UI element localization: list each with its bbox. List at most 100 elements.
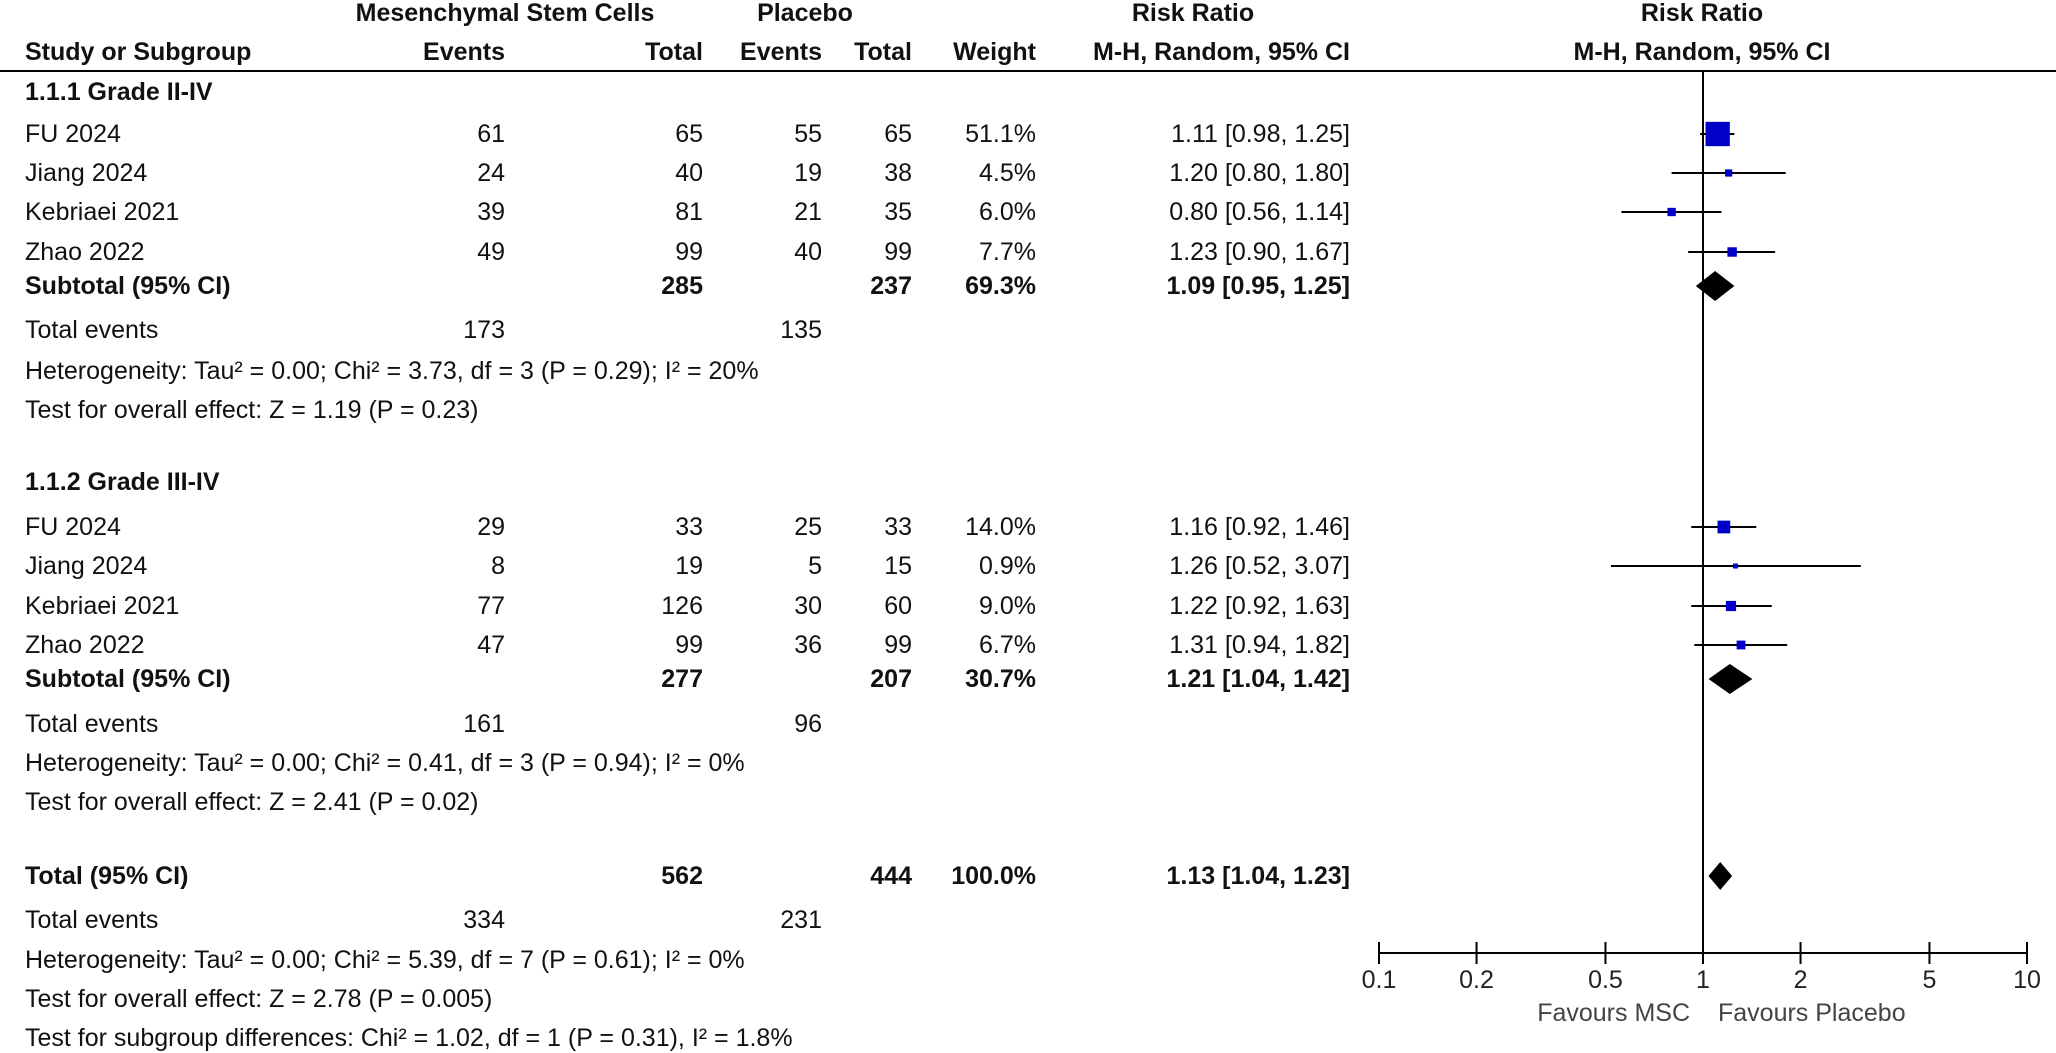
cell-ci_text: 1.20 [0.80, 1.80] <box>1169 159 1350 187</box>
cell-ci_text: 1.16 [0.92, 1.46] <box>1169 513 1350 541</box>
favours-left-label: Favours MSC <box>1537 999 1690 1027</box>
cell-n2: 444 <box>870 862 912 890</box>
header-rr-title: Risk Ratio <box>1131 0 1255 27</box>
cell-n2: 15 <box>884 552 912 580</box>
total-events-label: Total events <box>25 710 159 738</box>
cell-n1: 277 <box>661 665 703 693</box>
cell-e2: 30 <box>794 592 822 620</box>
cell-e1: 61 <box>477 120 505 148</box>
cell-ci_text: 1.22 [0.92, 1.63] <box>1169 592 1350 620</box>
cell-n1: 99 <box>675 238 703 266</box>
header-events1: Events <box>423 38 505 66</box>
heterogeneity-text: Heterogeneity: Tau² = 0.00; Chi² = 0.41,… <box>25 749 745 777</box>
cell-e2: 36 <box>794 631 822 659</box>
header-study: Study or Subgroup <box>25 38 252 66</box>
cell-ci_text: 1.31 [0.94, 1.82] <box>1169 631 1350 659</box>
x-tick-label: 5 <box>1922 966 1937 994</box>
cell-ci_text: 0.80 [0.56, 1.14] <box>1169 198 1350 226</box>
cell-e1: 161 <box>463 710 505 738</box>
cell-ci_text: 1.23 [0.90, 1.67] <box>1169 238 1350 266</box>
cell-ci_text: 1.13 [1.04, 1.23] <box>1166 862 1350 890</box>
x-tick-label: 2 <box>1793 966 1808 994</box>
cell-weight: 100.0% <box>951 862 1036 890</box>
study-name: FU 2024 <box>25 513 121 541</box>
subtotal-diamond <box>1695 271 1735 301</box>
cell-n2: 237 <box>870 272 912 300</box>
header-group2: Placebo <box>757 0 853 27</box>
header-plot-method: M-H, Random, 95% CI <box>1573 38 1831 66</box>
cell-e1: 29 <box>477 513 505 541</box>
cell-weight: 4.5% <box>979 159 1036 187</box>
study-marker <box>1717 520 1731 534</box>
heterogeneity-text: Heterogeneity: Tau² = 0.00; Chi² = 3.73,… <box>25 357 759 385</box>
cell-n2: 38 <box>884 159 912 187</box>
study-marker <box>1705 121 1730 147</box>
total-events-label: Total events <box>25 316 159 344</box>
cell-n1: 99 <box>675 631 703 659</box>
cell-n1: 40 <box>675 159 703 187</box>
cell-e1: 39 <box>477 198 505 226</box>
cell-e1: 24 <box>477 159 505 187</box>
cell-e2: 231 <box>780 906 822 934</box>
cell-n1: 65 <box>675 120 703 148</box>
study-marker <box>1725 600 1737 612</box>
subtotal-diamond <box>1708 664 1753 694</box>
cell-weight: 0.9% <box>979 552 1036 580</box>
cell-e2: 96 <box>794 710 822 738</box>
cell-weight: 9.0% <box>979 592 1036 620</box>
x-tick-label: 0.5 <box>1588 966 1623 994</box>
cell-n1: 285 <box>661 272 703 300</box>
cell-e2: 5 <box>808 552 822 580</box>
header-total2: Total <box>854 38 912 66</box>
subgroup-title: 1.1.2 Grade III-IV <box>25 468 220 496</box>
study-name: FU 2024 <box>25 120 121 148</box>
cell-e1: 173 <box>463 316 505 344</box>
cell-n2: 99 <box>884 238 912 266</box>
cell-e2: 25 <box>794 513 822 541</box>
x-tick-label: 1 <box>1696 966 1710 994</box>
cell-weight: 6.7% <box>979 631 1036 659</box>
cell-e2: 40 <box>794 238 822 266</box>
study-name: Kebriaei 2021 <box>25 198 180 226</box>
total-label: Total (95% CI) <box>25 862 189 890</box>
x-tick-label: 10 <box>2013 966 2041 994</box>
subtotal-label: Subtotal (95% CI) <box>25 272 231 300</box>
cell-weight: 69.3% <box>965 272 1036 300</box>
overall-effect-text: Test for overall effect: Z = 2.41 (P = 0… <box>25 788 479 816</box>
cell-e1: 49 <box>477 238 505 266</box>
total-events-label: Total events <box>25 906 159 934</box>
header-group1: Mesenchymal Stem Cells <box>355 0 655 27</box>
cell-ci_text: 1.21 [1.04, 1.42] <box>1166 665 1350 693</box>
overall-effect-text: Test for overall effect: Z = 1.19 (P = 0… <box>25 396 479 424</box>
header-plot-title: Risk Ratio <box>1640 0 1764 27</box>
study-marker <box>1736 640 1746 650</box>
cell-e1: 334 <box>463 906 505 934</box>
cell-ci_text: 1.11 [0.98, 1.25] <box>1171 120 1350 148</box>
cell-weight: 7.7% <box>979 238 1036 266</box>
study-name: Jiang 2024 <box>25 159 148 187</box>
cell-weight: 51.1% <box>965 120 1036 148</box>
cell-weight: 30.7% <box>965 665 1036 693</box>
cell-e1: 77 <box>477 592 505 620</box>
favours-right-label: Favours Placebo <box>1718 999 1906 1027</box>
cell-e2: 21 <box>794 198 822 226</box>
study-name: Kebriaei 2021 <box>25 592 180 620</box>
cell-n1: 19 <box>675 552 703 580</box>
header-weight: Weight <box>953 38 1036 66</box>
x-tick-label: 0.2 <box>1459 966 1494 994</box>
study-name: Zhao 2022 <box>25 631 145 659</box>
cell-e2: 135 <box>780 316 822 344</box>
study-name: Jiang 2024 <box>25 552 148 580</box>
cell-n2: 99 <box>884 631 912 659</box>
overall-diamond <box>1708 862 1733 890</box>
cell-n1: 81 <box>675 198 703 226</box>
subgroup-title: 1.1.1 Grade II-IV <box>25 78 213 106</box>
heterogeneity-text: Heterogeneity: Tau² = 0.00; Chi² = 5.39,… <box>25 946 745 974</box>
subtotal-label: Subtotal (95% CI) <box>25 665 231 693</box>
cell-n1: 126 <box>661 592 703 620</box>
cell-e1: 8 <box>491 552 505 580</box>
cell-n1: 33 <box>675 513 703 541</box>
subgroup-diff-text: Test for subgroup differences: Chi² = 1.… <box>25 1024 793 1052</box>
cell-ci_text: 1.26 [0.52, 3.07] <box>1169 552 1350 580</box>
